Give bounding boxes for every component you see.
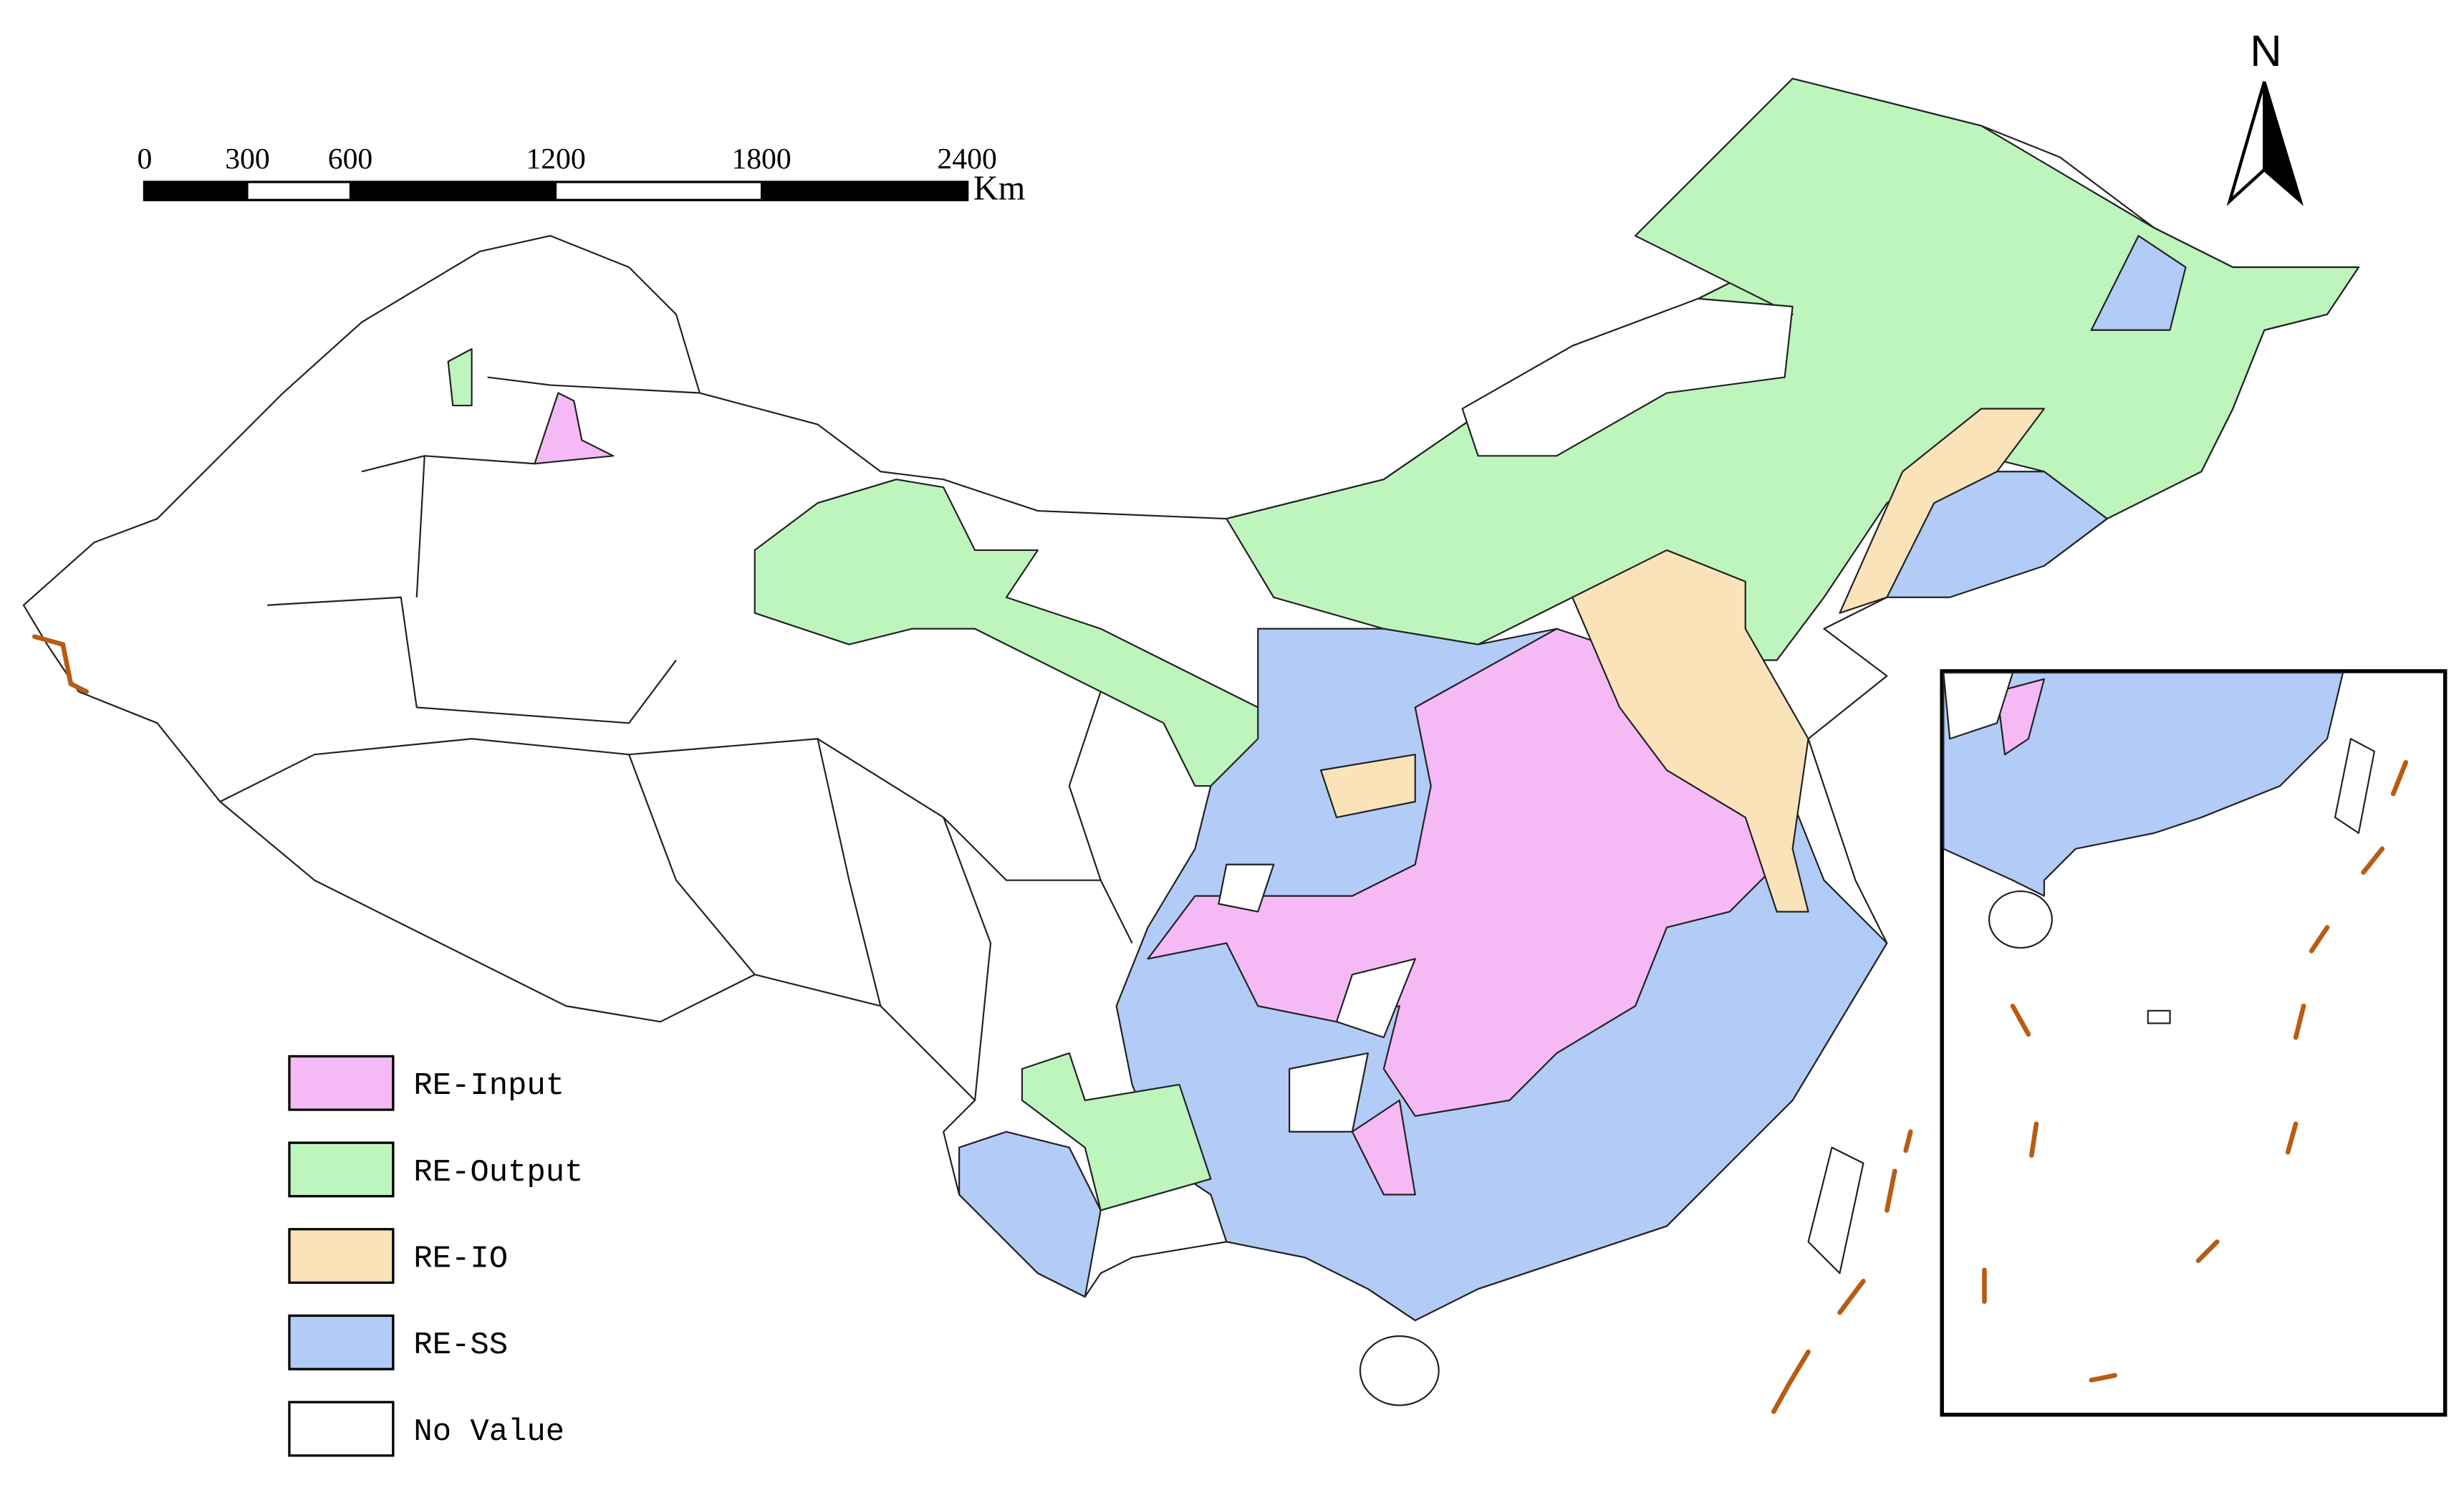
- inset-region: [1988, 890, 2053, 949]
- inset-region: [1996, 678, 2045, 756]
- map-shape: [628, 754, 756, 976]
- region: [1807, 1146, 1864, 1274]
- region: [1351, 1099, 1416, 1196]
- scale-tick-label: 0: [138, 143, 153, 176]
- scale-segment: [554, 181, 763, 201]
- map-shape: [32, 634, 90, 694]
- legend: RE-Input RE-Output RE-IO RE-SS No Value: [288, 1055, 583, 1457]
- region: [1839, 408, 2045, 614]
- map-shape: [219, 738, 1133, 944]
- region: [1572, 549, 1809, 913]
- map-shape: [2263, 81, 2304, 206]
- map-shape: [1982, 759, 2409, 1383]
- legend-label: RE-Output: [413, 1155, 583, 1191]
- boundaries: [219, 376, 1133, 1100]
- map-shape: [415, 456, 425, 597]
- disputed-border: [32, 634, 1913, 1414]
- map-shape: [1068, 691, 1102, 881]
- scale-segment: [143, 181, 249, 201]
- inset-region: [2334, 738, 2375, 834]
- north-label: N: [2250, 27, 2281, 76]
- legend-label: RE-Input: [413, 1068, 564, 1104]
- region: [1021, 1052, 1212, 1211]
- scale-unit: Km: [973, 170, 1025, 208]
- map-shape: [1771, 1129, 1913, 1414]
- map-shape: [267, 596, 677, 724]
- scale-segment: [760, 181, 968, 201]
- legend-swatch: [288, 1141, 395, 1198]
- region: [1218, 863, 1275, 913]
- legend-label: RE-SS: [413, 1327, 508, 1363]
- regions: [22, 77, 2360, 1406]
- scale-segment: [246, 181, 352, 201]
- scale-segment: [349, 181, 557, 201]
- inset: [1940, 669, 2448, 1417]
- region: [1359, 1335, 1440, 1406]
- scale-tick-label: 1200: [526, 143, 585, 176]
- region: [1226, 77, 2360, 661]
- region: [447, 347, 473, 407]
- region: [2090, 235, 2187, 331]
- region: [1289, 1052, 1369, 1133]
- scale-tick-label: 2400: [937, 143, 996, 176]
- region: [1319, 754, 1416, 819]
- legend-label: No Value: [413, 1414, 564, 1450]
- legend-label: RE-IO: [413, 1241, 508, 1277]
- map-shape: [943, 817, 992, 1100]
- inset-region: [1943, 671, 2344, 897]
- inset-region: [1943, 671, 2014, 740]
- map-shape: [817, 739, 882, 1007]
- region: [1335, 958, 1416, 1039]
- legend-swatch: [288, 1401, 395, 1457]
- region: [958, 1130, 1102, 1298]
- map-shape: [487, 376, 700, 394]
- scale-tick-label: 300: [225, 143, 270, 176]
- scale-tick-label: 1800: [731, 143, 791, 176]
- legend-swatch: [288, 1314, 395, 1370]
- scale-tick-label: 600: [328, 143, 373, 176]
- map-shape: [2147, 1009, 2171, 1024]
- map-shape: [2226, 81, 2266, 206]
- region: [1461, 297, 1794, 457]
- legend-swatch: [288, 1055, 395, 1111]
- region: [534, 392, 615, 465]
- legend-swatch: [288, 1228, 395, 1285]
- north-arrow: N: [2226, 27, 2304, 206]
